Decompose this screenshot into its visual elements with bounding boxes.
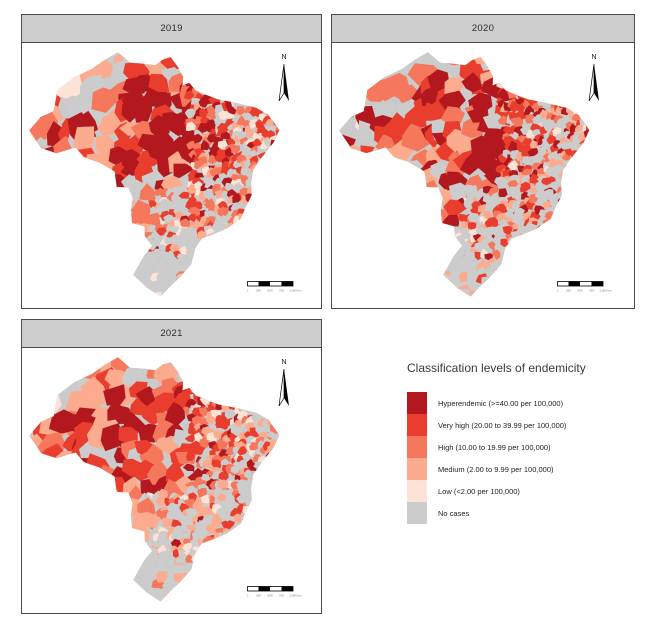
legend-item: Medium (2.00 to 9.99 per 100,000) [407,458,652,480]
svg-text:km: km [298,289,303,293]
svg-text:250: 250 [256,289,261,293]
legend-swatch-v [407,414,427,436]
svg-text:0: 0 [247,289,249,293]
north-arrow-icon: N [278,54,289,102]
map-panel-2021: 2021 N 0 250 500 750 1,000 km [21,319,322,614]
facet-year-label: 2021 [160,328,183,339]
brazil-choropleth-map-2020 [339,52,590,297]
north-arrow-icon: N [588,54,599,102]
svg-text:0: 0 [557,289,559,293]
legend-swatch-g [407,436,427,458]
svg-text:500: 500 [267,594,272,598]
legend-item: No cases [407,502,652,524]
svg-text:250: 250 [256,594,261,598]
svg-text:1,000: 1,000 [289,594,297,598]
legend-title: Classification levels of endemicity [407,361,586,375]
facet-year-label: 2019 [160,23,183,34]
map-panel-2019: 2019 N 0 250 500 750 1,000 km [21,14,322,309]
svg-text:750: 750 [279,594,284,598]
legend-swatch-m [407,458,427,480]
scale-bar: 0 250 500 750 1,000 km [247,586,303,598]
legend-item-label: Medium (2.00 to 9.99 per 100,000) [438,464,554,474]
map-panel-2020: 2020 N 0 250 500 750 1,000 km [331,14,635,309]
svg-text:km: km [298,594,303,598]
scale-bar: 0 250 500 750 1,000 km [247,281,303,293]
svg-text:500: 500 [267,289,272,293]
svg-text:250: 250 [566,289,571,293]
north-arrow-left-half [588,63,595,102]
map-area-2019: N 0 250 500 750 1,000 km [22,43,321,308]
brazil-choropleth-map-2021 [29,357,280,602]
legend-item-label: Very high (20.00 to 39.99 per 100,000) [438,420,567,430]
svg-text:750: 750 [279,289,284,293]
facet-strip-2019: 2019 [22,15,321,43]
legend: Classification levels of endemicity Hype… [407,361,652,524]
legend-swatch-h [407,392,427,414]
legend-item: Very high (20.00 to 39.99 per 100,000) [407,414,652,436]
north-label: N [281,54,286,61]
north-label: N [591,54,596,61]
north-arrow-left-half [278,63,285,102]
svg-text:1,000: 1,000 [599,289,607,293]
legend-item-label: No cases [438,508,470,518]
scale-bar: 0 250 500 750 1,000 km [557,281,613,293]
facet-strip-2020: 2020 [332,15,634,43]
legend-items: Hyperendemic (>=40.00 per 100,000) Very h… [407,392,652,524]
north-arrow-icon: N [278,359,289,407]
legend-item: High (10.00 to 19.99 per 100,000) [407,436,652,458]
north-label: N [281,359,286,366]
svg-text:km: km [608,289,613,293]
svg-text:0: 0 [247,594,249,598]
north-arrow-right-half [284,64,289,101]
facet-year-label: 2020 [471,23,495,34]
north-arrow-right-half [594,64,599,101]
legend-item-label: Hyperendemic (>=40.00 per 100,000) [438,398,564,408]
svg-text:500: 500 [577,289,582,293]
svg-text:1,000: 1,000 [289,289,297,293]
brazil-choropleth-map-2019 [29,52,280,297]
legend-swatch-l [407,480,427,502]
map-area-2021: N 0 250 500 750 1,000 km [22,348,321,613]
facet-strip-2021: 2021 [22,320,321,348]
legend-item-label: High (10.00 to 19.99 per 100,000) [438,442,551,452]
north-arrow-right-half [284,369,289,406]
map-area-2020: N 0 250 500 750 1,000 km [332,43,634,308]
north-arrow-left-half [278,368,285,407]
legend-item-label: Low (<2.00 per 100,000) [438,486,520,496]
legend-swatch-n [407,502,427,524]
legend-item: Hyperendemic (>=40.00 per 100,000) [407,392,652,414]
legend-item: Low (<2.00 per 100,000) [407,480,652,502]
svg-text:750: 750 [589,289,594,293]
